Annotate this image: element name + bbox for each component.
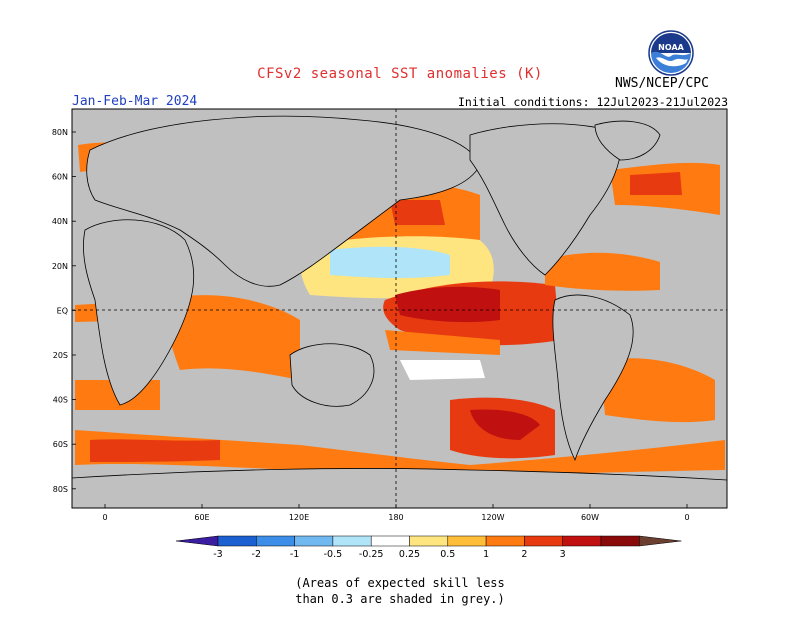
lat-axis: 80N 60N 40N 20N EQ 20S 40S 60S 80S [52,128,76,494]
colorbar-swatch [409,535,449,547]
warm-anomaly-indian-ocean [165,295,300,380]
lon-label: 120W [481,513,504,522]
warm-anomaly-southern-ocean [75,430,725,475]
forecast-period: Jan-Feb-Mar 2024 [72,94,198,109]
lat-label: 60N [52,173,68,182]
colorbar-label: -1 [290,549,299,560]
colorbar-swatch [524,535,563,547]
lon-label: 120E [289,513,309,522]
continent-south-america [552,294,634,462]
cool-anomaly-north-pacific [330,246,450,279]
continent-greenland [594,120,661,161]
lat-label: EQ [57,306,68,315]
colorbar-label: -0.5 [324,549,343,560]
colorbar-max-arrow [639,535,682,547]
lon-label: 60W [581,513,599,522]
el-nino-edge [385,330,500,355]
warm-anomaly-tropical-atlantic [545,252,660,291]
colorbar-label: -3 [213,549,222,560]
skill-footnote-line2: than 0.3 are shaded in grey.) [295,592,505,606]
colorbar-label: 0.5 [440,549,455,560]
strong-warm-anomaly-north-atlantic [630,172,682,195]
noaa-logo: NOAA [648,30,694,76]
colorbar-swatch [217,535,257,547]
skill-footnote-line1: (Areas of expected skill less [295,576,505,590]
colorbar-label: -2 [252,549,261,560]
agency-label: NWS/NCEP/CPC [615,76,709,91]
colorbar-swatch [447,535,487,547]
map-frame [71,108,728,509]
colorbar-label: 1 [483,549,489,560]
lon-label: 60E [194,513,209,522]
map-title: CFSv2 seasonal SST anomalies (K) [257,66,543,82]
colorbar-label: 0.25 [399,549,420,560]
lat-label: 20N [52,262,68,271]
strong-warm-anomaly-south-pacific [470,409,540,440]
lon-axis: 0 60E 120E 180 120W 60W 0 [102,504,690,522]
colorbar-swatch [485,535,525,547]
el-nino-core [395,286,500,323]
colorbar-swatch [256,535,295,547]
lat-label: 40N [52,217,68,226]
strong-warm-anomaly-kuroshio [390,200,445,225]
lat-label: 40S [53,396,68,405]
warm-anomaly-southern-indian [90,439,220,462]
colorbar: -3 -2 -1 -0.5 -0.25 0.25 0.5 1 2 3 [175,535,682,560]
map-field [72,109,727,508]
continent-australia [289,343,375,407]
lon-label: 0 [102,513,107,522]
continent-north-america [469,123,622,276]
continent-eurasia [86,115,481,287]
colorbar-label: 3 [560,549,566,560]
colorbar-swatch [562,535,602,547]
colorbar-swatch [370,535,410,547]
colorbar-swatch [600,535,640,547]
lat-label: 80S [53,485,68,494]
colorbar-swatch [294,535,334,547]
lat-label: 80N [52,128,68,137]
lon-label: 180 [388,513,403,522]
lat-label: 60S [53,440,68,449]
colorbar-min-arrow [175,535,219,547]
lat-label: 20S [53,351,68,360]
warm-anomaly-south-atlantic [600,358,715,423]
coastlines [72,115,727,508]
skill-footnote: (Areas of expected skill less than 0.3 a… [0,575,800,607]
colorbar-swatch [332,535,372,547]
neutral-anomaly-south-pacific [400,360,485,380]
colorbar-label: -0.25 [359,549,384,560]
colorbar-label: 2 [521,549,527,560]
continent-antarctica [72,468,727,508]
lon-label: 0 [684,513,689,522]
svg-text:NOAA: NOAA [658,43,684,52]
continent-africa [83,219,195,406]
initial-conditions: Initial conditions: 12Jul2023-21Jul2023 [457,95,728,109]
